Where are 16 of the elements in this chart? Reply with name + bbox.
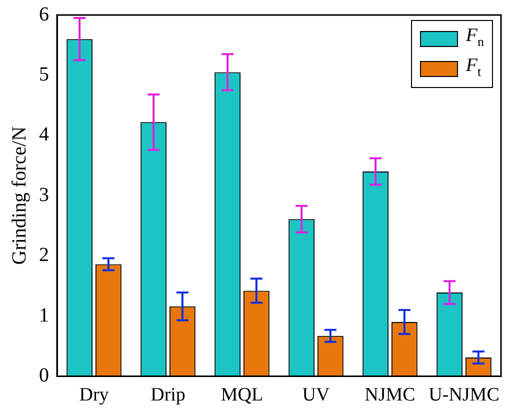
- x-tick-label: UV: [302, 384, 330, 406]
- x-tick-label: MQL: [220, 384, 264, 406]
- y-tick-label: 3: [39, 184, 49, 206]
- legend-label: F$_{t}$: [466, 54, 482, 81]
- x-tick-label: U-NJMC: [428, 384, 500, 406]
- legend-label: F$_{n}$: [466, 24, 484, 51]
- y-axis-title: Grinding force/N: [8, 126, 30, 265]
- x-tick-label: Drip: [150, 384, 186, 406]
- y-tick-label: 0: [39, 364, 49, 386]
- x-tick-label: Dry: [79, 384, 110, 406]
- y-tick-label: 4: [39, 124, 49, 146]
- y-tick-label: 2: [39, 244, 49, 266]
- x-tick-label: NJMC: [364, 384, 416, 406]
- y-tick-label: 6: [39, 3, 49, 26]
- y-tick-label: 5: [39, 63, 49, 86]
- y-tick-label: 1: [39, 304, 49, 326]
